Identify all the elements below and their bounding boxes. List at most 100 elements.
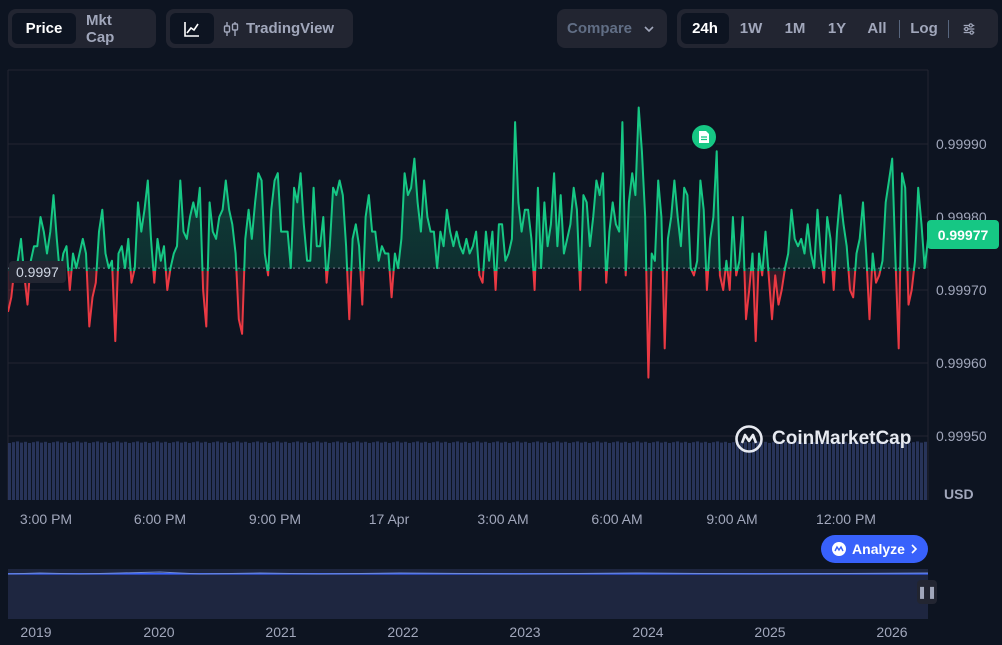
range-1m[interactable]: 1M — [784, 20, 806, 37]
settings-button[interactable] — [951, 13, 987, 44]
volume-bar — [12, 442, 15, 500]
volume-bar — [688, 443, 691, 500]
volume-bar — [368, 443, 371, 500]
volume-bar — [720, 442, 723, 500]
tab-mkt-cap[interactable]: Mkt Cap — [86, 11, 115, 46]
volume-bar — [104, 441, 107, 500]
chevron-down-icon — [644, 25, 654, 32]
volume-bar — [704, 441, 707, 500]
history-navigator[interactable] — [0, 565, 1002, 625]
volume-bar — [816, 441, 819, 500]
range-all[interactable]: All — [867, 20, 887, 37]
volume-bar — [408, 443, 411, 500]
tradingview-label: TradingView — [246, 20, 335, 37]
volume-bar — [760, 442, 763, 500]
volume-bar — [424, 441, 427, 500]
volume-bar — [560, 442, 563, 500]
range-1w[interactable]: 1W — [739, 20, 763, 37]
volume-bar — [8, 443, 11, 500]
volume-bar — [524, 441, 527, 500]
volume-bar — [900, 442, 903, 500]
volume-bar — [68, 443, 71, 500]
volume-bar — [472, 442, 475, 500]
volume-bar — [532, 442, 535, 500]
volume-bar — [96, 441, 99, 500]
volume-bar — [284, 441, 287, 500]
volume-bar — [380, 442, 383, 500]
volume-bar — [156, 441, 159, 500]
volume-bar — [184, 441, 187, 500]
volume-bar — [620, 442, 623, 500]
volume-bar — [752, 442, 755, 500]
volume-bar — [896, 441, 899, 500]
current-price-tag: 0.99977 — [927, 220, 999, 249]
document-icon — [699, 131, 709, 143]
volume-bar — [64, 441, 67, 500]
analyze-button[interactable]: Analyze — [821, 535, 928, 563]
volume-bar — [644, 441, 647, 500]
volume-bar — [36, 441, 39, 500]
event-marker[interactable] — [690, 123, 718, 151]
volume-bar — [392, 442, 395, 500]
volume-bar — [420, 442, 423, 500]
price-chart[interactable] — [0, 0, 1002, 500]
tab-price[interactable]: Price — [12, 13, 76, 44]
volume-bar — [384, 441, 387, 500]
year-label: 2023 — [509, 624, 541, 640]
range-24h[interactable]: 24h — [681, 13, 729, 44]
volume-bar — [492, 442, 495, 500]
volume-bar — [496, 441, 499, 500]
volume-bar — [84, 441, 87, 500]
volume-bar — [224, 441, 227, 500]
volume-bar — [24, 441, 27, 500]
volume-bar — [192, 442, 195, 500]
volume-bar — [600, 442, 603, 500]
navigator-handle[interactable]: ❚❚ — [917, 580, 937, 604]
volume-bar — [668, 443, 671, 500]
volume-bar — [692, 442, 695, 500]
volume-bar — [80, 442, 83, 500]
price-lines — [8, 106, 929, 379]
volume-bar — [892, 442, 895, 500]
tradingview-button[interactable]: TradingView — [214, 13, 342, 44]
volume-bar — [260, 442, 263, 500]
volume-bar — [364, 441, 367, 500]
volume-bar — [872, 442, 875, 500]
volume-bar — [348, 443, 351, 500]
volume-bar — [280, 442, 283, 500]
year-label: 2025 — [754, 624, 786, 640]
range-1y[interactable]: 1Y — [827, 20, 847, 37]
volume-bar — [228, 443, 231, 500]
volume-bar — [920, 442, 923, 500]
volume-bar — [252, 442, 255, 500]
volume-bar — [144, 441, 147, 500]
volume-bar — [232, 442, 235, 500]
volume-bar — [332, 442, 335, 500]
log-toggle[interactable]: Log — [910, 20, 938, 37]
volume-bar — [76, 441, 79, 500]
volume-bar — [548, 443, 551, 500]
volume-bar — [416, 441, 419, 500]
volume-bar — [132, 442, 135, 500]
volume-bar — [788, 443, 791, 500]
volume-bar — [308, 443, 311, 500]
compare-dropdown[interactable]: Compare — [557, 9, 667, 48]
x-tick-label: 12:00 PM — [816, 511, 876, 527]
volume-bar — [588, 443, 591, 500]
chart-grid — [7, 69, 929, 500]
volume-bar — [220, 442, 223, 500]
volume-bar — [696, 441, 699, 500]
volume-bar — [312, 442, 315, 500]
volume-bar — [680, 442, 683, 500]
divider — [948, 19, 949, 38]
volume-bar — [484, 441, 487, 500]
volume-bar — [820, 442, 823, 500]
line-chart-button[interactable] — [170, 13, 214, 44]
x-tick-label: 17 Apr — [368, 511, 410, 527]
x-tick-label: 3:00 AM — [477, 511, 529, 527]
year-label: 2019 — [20, 624, 52, 640]
volume-bar — [868, 443, 871, 500]
volume-bar — [324, 441, 327, 500]
x-tick-label: 6:00 AM — [591, 511, 643, 527]
volume-bar — [432, 442, 435, 500]
